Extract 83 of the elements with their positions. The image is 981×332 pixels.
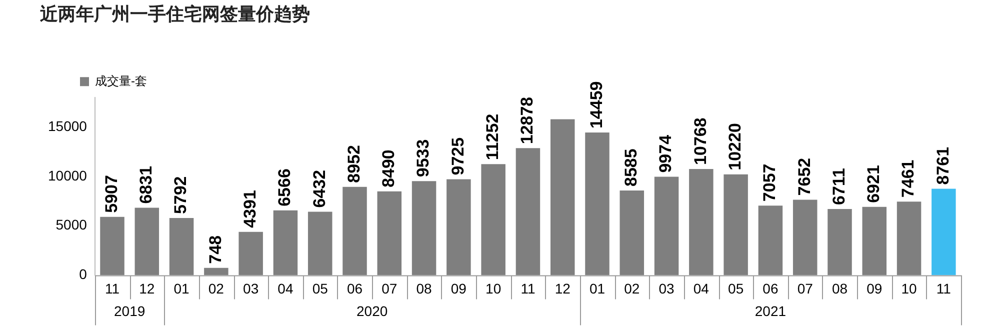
x-tick-label: 05 [312, 280, 328, 296]
x-tick-label: 08 [832, 280, 848, 296]
bar [620, 190, 644, 276]
bar [169, 218, 194, 276]
data-label: 6432 [310, 170, 329, 208]
bar [689, 168, 714, 276]
data-label: 4391 [240, 190, 260, 228]
x-tick-label: 12 [554, 280, 571, 296]
bar [758, 206, 783, 276]
y-tick-label: 5000 [56, 216, 88, 233]
x-tick-label: 02 [208, 280, 224, 296]
data-label: 9533 [414, 139, 433, 178]
bar [446, 179, 471, 276]
x-tick-label: 04 [693, 280, 710, 296]
bar [550, 119, 575, 276]
bar [273, 210, 298, 276]
y-tick-label: 0 [79, 266, 88, 282]
bar [828, 208, 852, 276]
bar [377, 191, 402, 276]
data-label: 5792 [171, 176, 190, 214]
data-label: 12878 [518, 96, 537, 144]
x-tick-label: 01 [589, 280, 606, 296]
bar [585, 132, 610, 276]
bar [204, 268, 228, 276]
data-label: 6831 [136, 166, 156, 204]
data-label: 5907 [102, 175, 121, 213]
x-tick-label: 10 [901, 280, 918, 296]
data-label: 9974 [656, 134, 676, 173]
x-tick-label: 03 [243, 280, 259, 296]
x-tick-label: 11 [936, 280, 952, 296]
bar [862, 206, 887, 276]
x-tick-label: 07 [382, 280, 398, 296]
x-tick-label: 01 [174, 280, 190, 296]
y-tick-label: 15000 [48, 118, 88, 134]
x-tick-label: 06 [346, 280, 363, 296]
bar [412, 181, 436, 276]
bar [238, 232, 263, 276]
x-tick-label: 12 [139, 280, 155, 296]
data-label: 8490 [379, 150, 398, 188]
data-label: 7461 [898, 160, 918, 198]
bar [896, 202, 922, 276]
data-label: 10220 [726, 123, 745, 170]
bar [724, 174, 748, 276]
x-tick-label: 09 [450, 280, 467, 296]
text: 2021 [754, 303, 786, 320]
text: 2020 [356, 303, 388, 320]
chart-title: 近两年广州一手住宅网签量价趋势 [39, 4, 310, 24]
data-label: 10768 [690, 118, 710, 165]
data-label: 7057 [760, 164, 780, 202]
data-label: 8952 [344, 145, 364, 183]
legend-label: 成交量-套 [95, 74, 147, 88]
data-label: 6566 [275, 168, 294, 206]
bar [654, 176, 679, 276]
x-tick-label: 10 [486, 280, 502, 296]
data-label: 8761 [933, 146, 952, 185]
bar [932, 188, 956, 276]
x-tick-label: 07 [797, 280, 814, 296]
data-label: 6921 [864, 165, 884, 203]
bar [134, 208, 160, 276]
x-tick-label: 04 [278, 280, 294, 296]
x-tick-label: 09 [866, 280, 882, 296]
x-tick-label: 05 [728, 280, 744, 296]
data-label: 7652 [794, 158, 814, 196]
y-tick-label: 10000 [48, 167, 88, 184]
bar [308, 212, 332, 276]
data-label: 14459 [586, 81, 606, 129]
bar [481, 164, 506, 276]
data-label: 748 [206, 235, 225, 264]
x-tick-label: 11 [520, 280, 536, 296]
x-tick-label: 06 [762, 280, 778, 296]
bar [100, 216, 124, 276]
data-label: 9725 [448, 137, 468, 176]
x-tick-label: 03 [658, 280, 675, 296]
bar [342, 186, 367, 276]
bar [792, 200, 818, 276]
data-label: 8585 [622, 148, 641, 186]
x-tick-label: 11 [104, 280, 120, 296]
x-tick-label: 02 [624, 280, 640, 296]
x-tick-label: 08 [416, 280, 432, 296]
data-label: 6711 [829, 168, 848, 205]
text: 2019 [114, 303, 146, 320]
data-label: 11252 [483, 114, 502, 160]
bar [516, 148, 540, 276]
